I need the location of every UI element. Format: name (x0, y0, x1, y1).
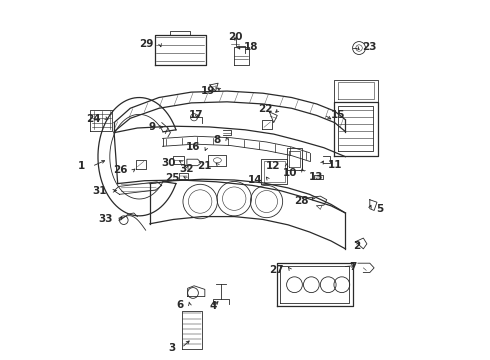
Text: 26: 26 (113, 165, 127, 175)
Text: 27: 27 (269, 265, 284, 275)
Text: 16: 16 (186, 142, 200, 152)
Text: 30: 30 (162, 158, 176, 168)
Text: 11: 11 (327, 160, 342, 170)
Text: 20: 20 (228, 32, 242, 42)
Text: 12: 12 (266, 161, 280, 171)
Text: 14: 14 (247, 175, 262, 185)
Text: 25: 25 (165, 173, 180, 183)
Text: 17: 17 (189, 110, 204, 120)
Text: 15: 15 (330, 110, 345, 120)
Text: 23: 23 (363, 42, 377, 51)
Text: 6: 6 (176, 300, 183, 310)
Text: 33: 33 (98, 215, 113, 224)
Text: 7: 7 (349, 262, 356, 272)
Text: 18: 18 (245, 42, 259, 51)
Text: 21: 21 (197, 161, 212, 171)
Text: 19: 19 (201, 86, 216, 96)
Text: 29: 29 (139, 39, 153, 49)
Text: 4: 4 (210, 301, 217, 311)
Text: 10: 10 (283, 168, 297, 178)
Text: 24: 24 (86, 114, 101, 124)
Text: 1: 1 (78, 161, 85, 171)
Text: 28: 28 (294, 196, 309, 206)
Text: 5: 5 (376, 204, 383, 215)
Text: 31: 31 (93, 186, 107, 196)
Text: 22: 22 (258, 104, 273, 114)
Text: 13: 13 (309, 172, 323, 182)
Text: 2: 2 (353, 241, 361, 251)
Text: 9: 9 (149, 122, 156, 132)
Text: 32: 32 (180, 163, 194, 174)
Text: 3: 3 (168, 343, 175, 353)
Text: 8: 8 (213, 135, 220, 145)
